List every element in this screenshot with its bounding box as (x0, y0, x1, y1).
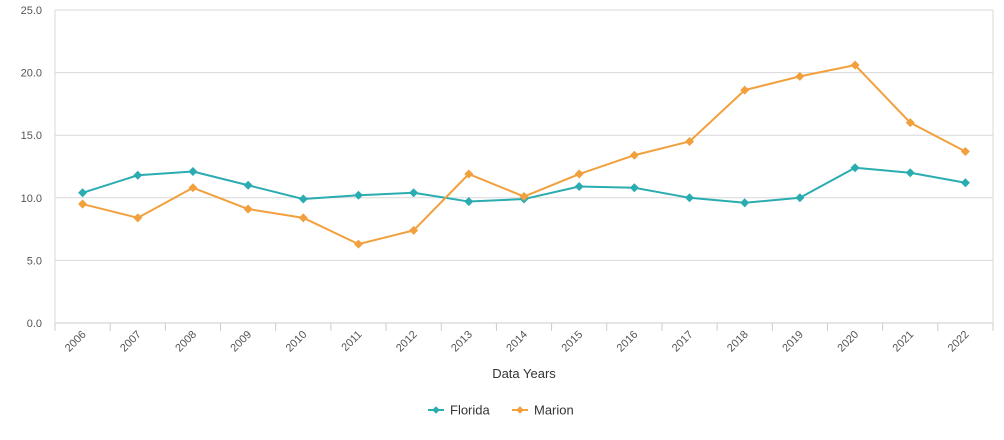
data-point-marion[interactable] (905, 118, 915, 128)
legend-marker-icon (516, 406, 524, 414)
data-point-marion[interactable] (795, 71, 805, 81)
data-point-marion[interactable] (188, 183, 198, 193)
data-point-florida[interactable] (243, 180, 253, 190)
series (78, 60, 970, 249)
data-point-marion[interactable] (850, 60, 860, 70)
data-point-marion[interactable] (629, 150, 639, 160)
data-point-florida[interactable] (905, 168, 915, 178)
data-point-florida[interactable] (409, 188, 419, 198)
data-point-marion[interactable] (353, 239, 363, 249)
x-tick-label: 2009 (228, 329, 254, 355)
x-tick-label: 2020 (835, 329, 861, 355)
data-point-florida[interactable] (188, 167, 198, 177)
data-point-marion[interactable] (740, 85, 750, 95)
data-point-florida[interactable] (685, 193, 695, 203)
data-point-florida[interactable] (960, 178, 970, 188)
x-tick-label: 2016 (615, 329, 641, 355)
data-point-marion[interactable] (685, 136, 695, 146)
data-point-marion[interactable] (78, 199, 88, 209)
legend-marker-icon (432, 406, 440, 414)
y-tick-label: 20.0 (21, 68, 42, 80)
x-axis-title: Data Years (492, 366, 556, 381)
data-point-marion[interactable] (133, 213, 143, 223)
series-line-marion (82, 64, 966, 246)
data-point-marion[interactable] (409, 225, 419, 235)
y-tick-label: 5.0 (27, 255, 42, 267)
x-tick-label: 2012 (394, 329, 420, 355)
legend-label: Marion (534, 403, 574, 418)
y-tick-label: 15.0 (21, 130, 42, 142)
data-point-florida[interactable] (353, 190, 363, 200)
x-tick-label: 2013 (449, 329, 475, 355)
data-point-marion[interactable] (464, 169, 474, 179)
x-tick-label: 2006 (63, 329, 89, 355)
data-point-florida[interactable] (740, 198, 750, 208)
data-point-florida[interactable] (298, 194, 308, 204)
legend-item-florida[interactable]: Florida (428, 403, 491, 418)
y-tick-label: 0.0 (27, 318, 42, 330)
data-point-florida[interactable] (629, 183, 639, 193)
axes: 0.0 5.0 10.0 15.0 20.0 25.0 2006 2007 2008 2009 20… (21, 5, 994, 355)
data-point-marion[interactable] (574, 169, 584, 179)
x-tick-label: 2015 (559, 329, 585, 355)
x-tick-label: 2019 (780, 329, 806, 355)
data-point-marion[interactable] (243, 204, 253, 214)
data-point-marion[interactable] (298, 213, 308, 223)
x-tick-label: 2017 (670, 329, 696, 355)
data-point-marion[interactable] (519, 192, 529, 202)
data-point-florida[interactable] (78, 188, 88, 198)
data-point-florida[interactable] (574, 182, 584, 192)
y-tick-label: 25.0 (21, 5, 42, 17)
legend: Florida Marion (428, 403, 574, 418)
y-tick-label: 10.0 (21, 193, 42, 205)
data-point-florida[interactable] (464, 197, 474, 207)
x-tick-label: 2007 (118, 329, 144, 355)
data-point-florida[interactable] (850, 163, 860, 173)
legend-label: Florida (450, 403, 491, 418)
x-tick-label: 2008 (173, 329, 199, 355)
data-point-marion[interactable] (960, 146, 970, 156)
x-tick-label: 2021 (891, 329, 917, 355)
data-point-florida[interactable] (133, 170, 143, 180)
x-tick-label: 2022 (946, 329, 972, 355)
data-point-florida[interactable] (795, 193, 805, 203)
legend-item-marion[interactable]: Marion (512, 403, 574, 418)
x-tick-label: 2010 (284, 329, 310, 355)
x-tick-label: 2014 (504, 329, 530, 355)
x-tick-label: 2011 (339, 329, 364, 354)
x-tick-label: 2018 (725, 329, 751, 355)
